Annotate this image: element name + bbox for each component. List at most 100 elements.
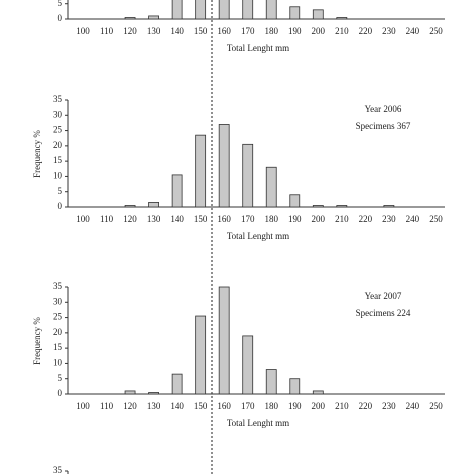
x-tick-label: 160 <box>217 401 231 411</box>
y-tick-label: 5 <box>58 186 63 196</box>
x-tick-label: 190 <box>288 26 302 36</box>
bar <box>124 390 136 395</box>
bar <box>289 6 301 20</box>
bar <box>124 205 136 208</box>
x-tick-label: 250 <box>429 214 443 224</box>
bar <box>218 286 230 395</box>
bar <box>171 174 183 208</box>
y-tick-label: 35 <box>53 94 63 104</box>
y-tick-label: 5 <box>58 0 63 8</box>
x-tick-label: 230 <box>382 214 396 224</box>
x-tick-label: 190 <box>288 214 302 224</box>
x-tick-label: 110 <box>100 26 114 36</box>
bar <box>195 315 207 395</box>
x-tick-label: 110 <box>100 401 114 411</box>
x-tick-label: 240 <box>406 26 420 36</box>
x-tick-label: 200 <box>312 214 326 224</box>
y-tick-label: 0 <box>58 201 63 211</box>
bar <box>312 390 324 395</box>
x-tick-label: 110 <box>100 214 114 224</box>
x-tick-label: 170 <box>241 26 255 36</box>
bar <box>312 205 324 208</box>
bar <box>218 124 230 208</box>
x-tick-label: 240 <box>406 401 420 411</box>
x-tick-label: 100 <box>76 26 90 36</box>
bar <box>124 17 136 20</box>
x-tick-label: 210 <box>335 26 349 36</box>
y-tick-label: 30 <box>53 109 63 119</box>
annotation: Specimens 367 <box>356 121 411 131</box>
x-tick-label: 160 <box>217 214 231 224</box>
x-tick-label: 230 <box>382 26 396 36</box>
x-tick-label: 220 <box>359 26 373 36</box>
x-tick-label: 210 <box>335 401 349 411</box>
bar <box>289 194 301 208</box>
y-tick-label: 10 <box>53 357 63 367</box>
bar <box>242 143 254 208</box>
y-tick-label: 0 <box>58 13 63 23</box>
x-axis-label: Total Lenght mm <box>227 418 289 428</box>
annotation: Specimens 224 <box>356 308 411 318</box>
bar <box>195 0 207 20</box>
bar <box>242 0 254 20</box>
bar <box>171 373 183 395</box>
x-tick-label: 140 <box>170 214 184 224</box>
x-tick-label: 120 <box>123 401 137 411</box>
y-tick-label: 25 <box>53 125 63 135</box>
y-tick-label: 15 <box>53 155 63 165</box>
y-tick-label: 10 <box>53 170 63 180</box>
bar <box>336 205 348 208</box>
bar <box>383 205 395 208</box>
x-tick-label: 160 <box>217 26 231 36</box>
y-tick-label: 20 <box>53 140 63 150</box>
y-axis-label: Frequency % <box>32 317 42 365</box>
x-tick-label: 170 <box>241 214 255 224</box>
x-tick-label: 240 <box>406 214 420 224</box>
x-tick-label: 210 <box>335 214 349 224</box>
x-tick-label: 150 <box>194 26 208 36</box>
x-tick-label: 250 <box>429 26 443 36</box>
x-tick-label: 140 <box>170 26 184 36</box>
x-tick-label: 170 <box>241 401 255 411</box>
x-tick-label: 100 <box>76 214 90 224</box>
y-tick-label: 35 <box>53 281 63 291</box>
x-tick-label: 130 <box>147 214 161 224</box>
x-tick-label: 180 <box>264 401 278 411</box>
bar <box>148 15 159 20</box>
bar <box>242 335 254 395</box>
bar <box>195 134 207 208</box>
x-tick-label: 100 <box>76 401 90 411</box>
y-tick-label: 20 <box>53 327 63 337</box>
x-tick-label: 220 <box>359 401 373 411</box>
bar <box>265 166 277 208</box>
y-tick-label: 35 <box>53 465 63 474</box>
annotation: Year 2007 <box>365 291 402 301</box>
x-axis-label: Total Lenght mm <box>227 43 289 53</box>
bar <box>312 9 324 20</box>
x-tick-label: 140 <box>170 401 184 411</box>
y-tick-label: 0 <box>58 388 63 398</box>
bar <box>148 392 159 395</box>
bar <box>218 0 230 20</box>
bar <box>171 0 183 20</box>
annotation: Year 2006 <box>365 104 402 114</box>
y-tick-label: 30 <box>53 296 63 306</box>
x-tick-label: 130 <box>147 26 161 36</box>
bar <box>336 17 348 20</box>
y-tick-label: 5 <box>58 373 63 383</box>
x-tick-label: 180 <box>264 214 278 224</box>
bar <box>148 202 159 208</box>
y-tick-label: 15 <box>53 342 63 352</box>
bar <box>265 0 277 20</box>
y-tick-label: 25 <box>53 312 63 322</box>
x-axis-label: Total Lenght mm <box>227 231 289 241</box>
bar <box>289 378 301 395</box>
x-tick-label: 200 <box>312 401 326 411</box>
x-tick-label: 220 <box>359 214 373 224</box>
y-axis-label: Frequency % <box>32 130 42 178</box>
x-tick-label: 190 <box>288 401 302 411</box>
x-tick-label: 150 <box>194 401 208 411</box>
x-tick-label: 120 <box>123 214 137 224</box>
x-tick-label: 120 <box>123 26 137 36</box>
